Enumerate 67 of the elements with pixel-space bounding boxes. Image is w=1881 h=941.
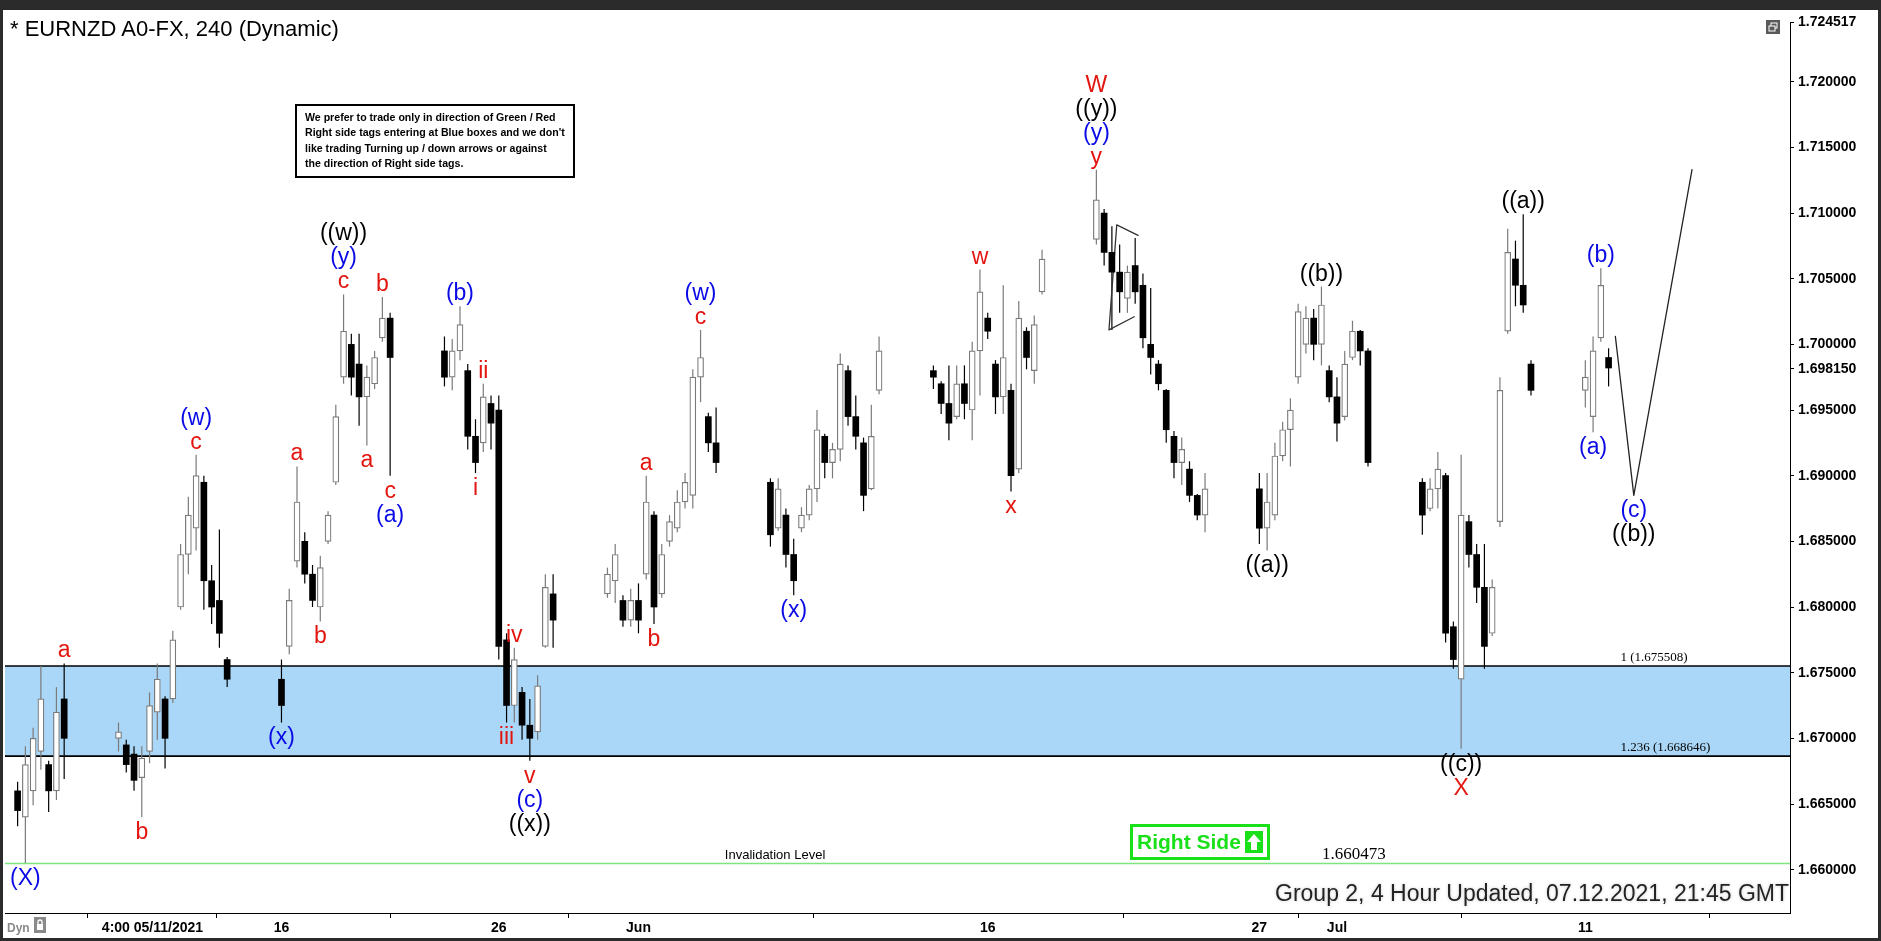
y-tick-label: 1.720000 [1798, 72, 1857, 89]
y-tick-label: 1.715000 [1798, 138, 1857, 155]
note-box: We prefer to trade only in direction of Green / Red Right side tags entering at Blue boxes and we don't like trading Turning up / down arrows or against the direction of Right side tags. [295, 104, 575, 178]
annotation: (x) [268, 723, 295, 750]
y-tick-label: 1.680000 [1798, 597, 1857, 614]
annotation: b [313, 622, 327, 649]
annotation: c [384, 476, 396, 503]
x-tick-label: Jul [1326, 919, 1348, 936]
annotation: (x) [780, 596, 808, 623]
x-tick-label: 16 [273, 919, 290, 936]
annotation: W ((y)) (y) y [1075, 70, 1118, 169]
annotation: a [639, 448, 653, 475]
annotation: ((a)) [1245, 551, 1289, 578]
y-tick-label: 1.690000 [1798, 466, 1857, 483]
y-tick-label: 1.724517 [1798, 13, 1857, 30]
y-tick-label: 1.705000 [1798, 269, 1857, 286]
ref-line-label: Invalidation Level [724, 846, 826, 862]
annotation: (b) [445, 279, 475, 306]
text: Dyn [7, 921, 30, 935]
annotation: (a) [1579, 433, 1608, 460]
annotation: iv [505, 620, 524, 647]
y-tick-label: 1.710000 [1798, 203, 1857, 220]
x-tick-label: 11 [1577, 919, 1593, 936]
y-tick-label: 1.675000 [1798, 663, 1857, 680]
y-tick-label: 1.670000 [1798, 729, 1857, 746]
ref-line-label: 1.236 (1.668646) [1620, 739, 1711, 755]
x-tick-label: 4:00 05/11/2021 [101, 919, 204, 936]
annotation: b [647, 624, 661, 651]
annotation: c [190, 427, 202, 454]
annotation: i [472, 473, 479, 500]
candlestick [1201, 473, 1209, 533]
annotation: (X) [10, 863, 41, 890]
annotation: b [135, 817, 149, 844]
annotation: ii [478, 356, 489, 383]
annotation: (c) [1620, 496, 1648, 523]
y-tick-label: 1.685000 [1798, 532, 1857, 549]
annotation: ((b)) [1299, 259, 1344, 286]
annotation: (w) [684, 278, 717, 305]
annotation: v [524, 761, 537, 788]
annotation: (w) [180, 403, 213, 430]
annotation: a [290, 439, 304, 466]
x-tick-label: Jun [626, 919, 651, 936]
y-tick-label: 1.695000 [1798, 400, 1857, 417]
annotation: Group 2, 4 Hour Updated, 07.12.2021, 21:45 GMT [1275, 880, 1789, 907]
tag-box: Right Side [1130, 824, 1270, 860]
x-tick-label: 27 [1251, 919, 1268, 936]
annotation: a [57, 636, 71, 663]
annotation: iii [498, 723, 515, 750]
annotation: a [360, 446, 374, 473]
x-tick-label: 16 [979, 919, 996, 936]
x-tick-label: 26 [491, 919, 507, 936]
annotation: x [1005, 492, 1018, 519]
y-tick-label: 1.700000 [1798, 335, 1857, 352]
annotation: b [375, 270, 389, 297]
annotation: c [694, 302, 707, 329]
y-tick-label: 1.660000 [1798, 860, 1857, 877]
annotation: Right Side [1137, 830, 1241, 854]
y-tick-label: 1.665000 [1798, 794, 1857, 811]
annotation: 1.660473 [1322, 844, 1386, 864]
annotation: (b) [1586, 241, 1615, 268]
ref-line-label: 1 (1.675508) [1620, 648, 1688, 664]
chart-title: * EURNZD A0-FX, 240 (Dynamic) [10, 16, 339, 42]
annotation: ((w)) [319, 219, 368, 246]
annotation: ((a)) [1501, 187, 1545, 214]
y-tick-label: 1.698150 [1798, 359, 1857, 376]
annotation: (a) [376, 500, 405, 527]
annotation: w [970, 242, 989, 269]
